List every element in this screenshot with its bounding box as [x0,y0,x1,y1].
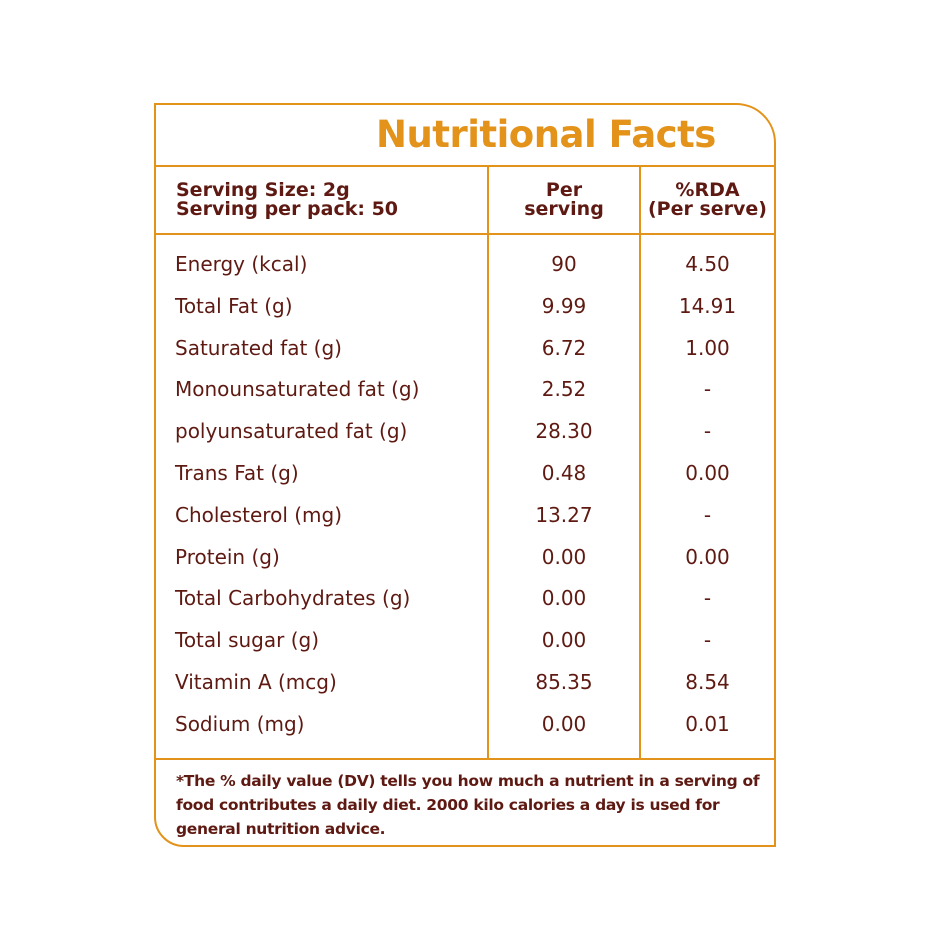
per-serving-header-line1: Per [545,179,583,201]
nutrient-name: Vitamin A (mcg) [175,670,337,694]
nutrient-name: Protein (g) [175,544,280,569]
title-band: Nutritional Facts [156,105,774,167]
per-serving-value: 0.00 [541,711,587,736]
per-serving-value: 90 [551,252,577,276]
rda-value: - [703,628,712,653]
table-row: Vitamin A (mcg) 85.35 8.54 [156,653,774,695]
rda-value: 4.50 [685,252,730,276]
nutrient-name: Energy (kcal) [175,252,308,276]
table-row: Trans Fat (g) 0.48 0.00 [156,444,774,486]
per-serving-value: 0.00 [541,544,587,569]
table-header: Serving Size: 2g Serving per pack: 50 Pe… [156,167,774,235]
table-row: Sodium (mg) 0.00 0.01 [156,695,774,737]
nutrient-name: Cholesterol (mg) [175,502,343,527]
table-row: Saturated fat (g) 6.72 1.00 [156,319,774,361]
footnote-section: *The % daily value (DV) tells you how mu… [156,758,774,845]
nutrient-name: Monounsaturated fat (g) [175,377,420,402]
rda-value: - [703,586,712,611]
per-serving-value: 9.99 [541,293,587,318]
table-row: Monounsaturated fat (g) 2.52 - [156,360,774,402]
table-row: Cholesterol (mg) 13.27 - [156,486,774,528]
serving-per-pack: Serving per pack: 50 [176,198,399,220]
nutrient-name: Total Carbohydrates (g) [175,586,411,611]
table-row: Total Carbohydrates (g) 0.00 - [156,569,774,611]
table-row: polyunsaturated fat (g) 28.30 - [156,402,774,444]
per-serving-header: Per serving [489,181,639,219]
nutrient-name: Total Fat (g) [175,293,293,318]
rda-header-line1: %RDA [675,179,740,201]
per-serving-value: 6.72 [541,335,587,360]
nutrition-facts-panel: Nutritional Facts Serving Size: 2g Servi… [154,103,776,847]
per-serving-value: 28.30 [535,419,593,444]
table-row: Total sugar (g) 0.00 - [156,611,774,653]
nutrient-name: Sodium (mg) [175,711,305,736]
rda-value: 0.00 [685,544,730,569]
table-row: Energy (kcal) 90 4.50 [156,235,774,277]
per-serving-value: 0.48 [541,461,587,485]
footnote: *The % daily value (DV) tells you how mu… [176,772,760,838]
rda-value: 1.00 [685,335,730,360]
per-serving-value: 85.35 [535,670,593,694]
nutrient-table-body: Energy (kcal) 90 4.50 Total Fat (g) 9.99 14.9… [156,235,774,758]
rda-value: 14.91 [678,293,737,318]
rda-value: - [703,419,712,444]
table-row: Protein (g) 0.00 0.00 [156,528,774,570]
rda-value: 8.54 [685,670,730,694]
rda-header-line2: (Per serve) [647,198,767,220]
nutrient-name: Trans Fat (g) [175,461,299,485]
per-serving-value: 2.52 [541,377,587,402]
rda-value: 0.01 [685,711,730,736]
column-divider [487,167,489,758]
column-divider [639,167,641,758]
rda-value: - [703,377,712,402]
nutrient-name: Saturated fat (g) [175,335,342,360]
per-serving-value: 0.00 [541,628,587,653]
per-serving-value: 13.27 [535,502,593,527]
rda-value: - [703,502,712,527]
rda-value: 0.00 [685,461,730,485]
nutrient-name: Total sugar (g) [175,628,319,653]
serving-size: Serving Size: 2g [176,179,350,201]
nutrient-name: polyunsaturated fat (g) [175,419,408,444]
table-row: Total Fat (g) 9.99 14.91 [156,277,774,319]
serving-info: Serving Size: 2g Serving per pack: 50 [176,181,398,219]
panel-title: Nutritional Facts [376,113,716,156]
per-serving-value: 0.00 [541,586,587,611]
per-serving-header-line2: serving [524,198,604,220]
rda-header: %RDA (Per serve) [641,181,774,219]
